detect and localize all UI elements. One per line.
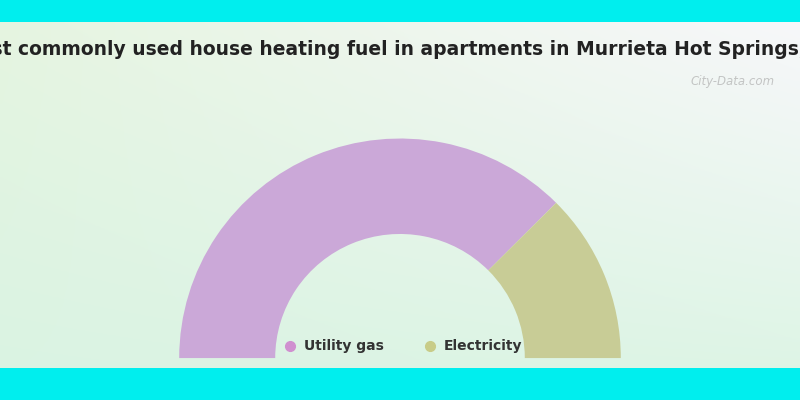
Text: Electricity: Electricity <box>444 339 522 353</box>
Wedge shape <box>179 138 556 358</box>
Wedge shape <box>488 203 621 358</box>
Text: City-Data.com: City-Data.com <box>691 75 775 88</box>
Text: Most commonly used house heating fuel in apartments in Murrieta Hot Springs, CA: Most commonly used house heating fuel in… <box>0 40 800 59</box>
Text: Utility gas: Utility gas <box>304 339 384 353</box>
